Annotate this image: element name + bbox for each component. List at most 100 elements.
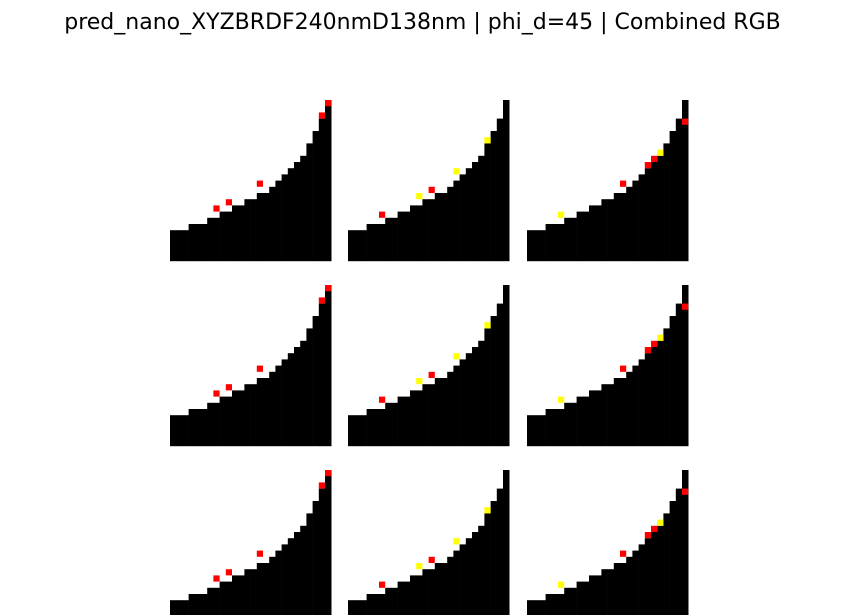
shape-column (238, 390, 245, 447)
shape-column (657, 340, 664, 447)
shape-column (657, 155, 664, 262)
shape-column (194, 594, 202, 615)
yellow-marker (558, 396, 565, 403)
shape-column (570, 217, 577, 262)
yellow-marker (453, 538, 460, 545)
shape-column (225, 211, 233, 262)
shape-column (607, 384, 615, 447)
shape-column (663, 143, 670, 262)
shape-column (188, 594, 196, 615)
shape-column (576, 396, 584, 447)
yellow-marker (558, 211, 565, 218)
shape-column (465, 168, 473, 262)
shape-column (194, 224, 202, 262)
shape-column (232, 575, 239, 615)
shape-column (188, 224, 196, 262)
shape-column (312, 501, 320, 615)
red-marker (620, 550, 627, 557)
shape-column (453, 180, 460, 262)
shape-column (354, 415, 361, 447)
panel-col-2-row-2 (348, 285, 510, 447)
shape-column (503, 285, 510, 447)
shape-column (620, 378, 627, 447)
shape-column (213, 402, 220, 447)
shape-column (300, 525, 307, 615)
shape-column (325, 470, 332, 615)
shape-column (570, 587, 577, 615)
panel-col-3-row-1 (527, 100, 689, 262)
shape-column (207, 402, 214, 447)
shape-column (403, 396, 411, 447)
shape-column (391, 402, 398, 447)
shape-column (613, 193, 621, 262)
shape-column (669, 131, 677, 262)
shape-column (269, 371, 276, 447)
shape-column (496, 118, 504, 262)
shape-column (312, 316, 320, 447)
yellow-marker (416, 563, 423, 570)
shape-column (294, 162, 301, 262)
shape-column (379, 594, 386, 615)
shape-column (182, 230, 189, 262)
shape-column (472, 347, 479, 447)
shape-column (503, 100, 510, 262)
shape-column (441, 378, 448, 447)
shape-column (219, 581, 227, 615)
shape-column (620, 193, 627, 262)
red-marker (651, 155, 658, 162)
curve-shape (348, 285, 510, 447)
panel-col-1-row-2 (170, 285, 332, 447)
shape-column (428, 569, 436, 615)
shape-column (582, 396, 590, 447)
shape-column (275, 550, 282, 615)
shape-column (490, 501, 498, 615)
shape-column (397, 211, 405, 262)
shape-column (582, 581, 590, 615)
shape-column (657, 525, 664, 615)
shape-column (238, 205, 245, 262)
shape-column (551, 409, 559, 447)
yellow-marker (484, 507, 491, 514)
shape-column (638, 359, 646, 447)
shape-column (244, 199, 251, 262)
panel-col-3-row-3 (527, 470, 689, 615)
shape-column (194, 409, 202, 447)
shape-column (478, 340, 485, 447)
shape-column (484, 513, 491, 615)
shape-column (250, 199, 258, 262)
shape-column (354, 600, 361, 615)
shape-column (372, 594, 380, 615)
shape-column (306, 143, 313, 262)
yellow-marker (484, 137, 491, 144)
shape-column (281, 174, 289, 262)
panel-col-1-row-3 (170, 470, 332, 615)
shape-column (545, 409, 553, 447)
shape-column (170, 230, 177, 262)
shape-column (595, 390, 602, 447)
shape-column (601, 569, 608, 615)
red-marker (651, 525, 658, 532)
shape-column (287, 168, 295, 262)
figure-title: pred_nano_XYZBRDF240nmD138nm | phi_d=45 … (64, 10, 781, 35)
shape-column (318, 303, 326, 447)
shape-column (294, 532, 301, 615)
shape-column (644, 168, 652, 262)
shape-column (207, 217, 214, 262)
shape-column (484, 143, 491, 262)
shape-column (632, 180, 639, 262)
shape-column (232, 205, 239, 262)
red-marker (682, 303, 689, 310)
red-marker (379, 581, 386, 588)
yellow-marker (657, 334, 664, 341)
shape-column (269, 556, 276, 615)
shape-column (360, 415, 367, 447)
shape-column (176, 600, 183, 615)
red-marker (644, 162, 651, 169)
shape-column (472, 162, 479, 262)
shape-column (465, 353, 473, 447)
red-marker (225, 199, 232, 206)
shape-column (410, 205, 417, 262)
red-marker (325, 285, 332, 292)
shape-column (176, 415, 183, 447)
